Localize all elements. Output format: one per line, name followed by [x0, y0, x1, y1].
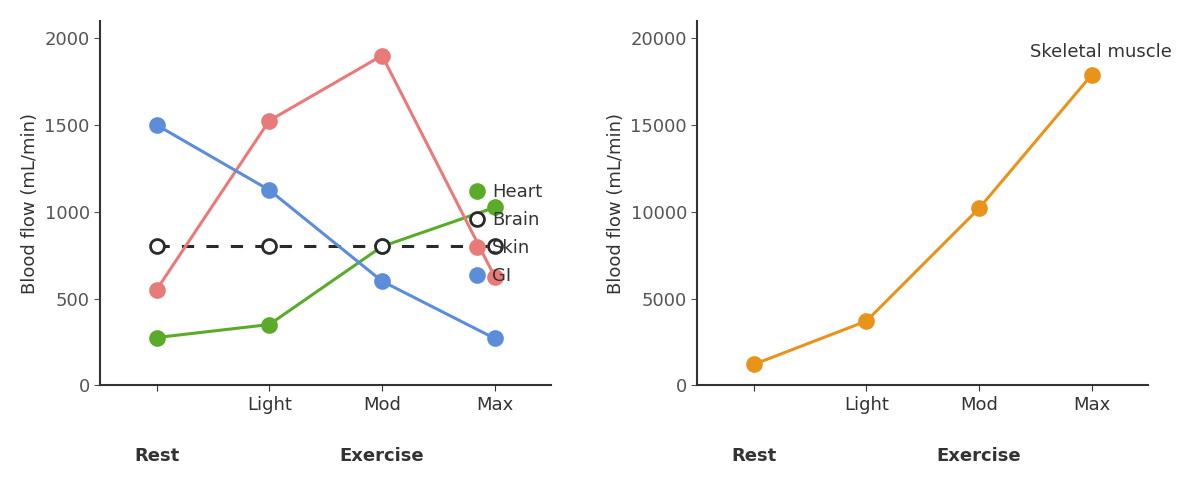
Skin [374, 53, 389, 59]
Y-axis label: Blood flow (mL/min): Blood flow (mL/min) [20, 113, 38, 294]
Heart [374, 244, 389, 249]
Line: GI: GI [150, 118, 502, 346]
Y-axis label: Blood flow (mL/min): Blood flow (mL/min) [607, 113, 625, 294]
Skin [149, 287, 163, 293]
Heart [487, 204, 502, 210]
Skeletal muscle [972, 205, 986, 211]
Skeletal muscle [746, 362, 761, 367]
Line: Heart: Heart [150, 201, 502, 345]
Skin [487, 274, 502, 280]
Text: Exercise: Exercise [340, 447, 425, 465]
Skeletal muscle [859, 318, 874, 324]
Text: Rest: Rest [134, 447, 179, 465]
Line: Skeletal muscle: Skeletal muscle [746, 68, 1099, 371]
Brain [487, 244, 502, 249]
Line: Brain: Brain [150, 240, 502, 253]
GI [374, 278, 389, 284]
Skin [262, 118, 276, 123]
Text: Rest: Rest [731, 447, 776, 465]
Brain [374, 244, 389, 249]
Heart [262, 322, 276, 327]
Legend: Heart, Brain, Skin, GI: Heart, Brain, Skin, GI [472, 183, 542, 285]
GI [149, 122, 163, 128]
Line: Skin: Skin [150, 49, 502, 297]
Heart [149, 335, 163, 341]
GI [487, 336, 502, 342]
Skeletal muscle [1085, 72, 1099, 78]
Brain [262, 244, 276, 249]
Brain [149, 244, 163, 249]
GI [262, 187, 276, 193]
Text: Exercise: Exercise [937, 447, 1021, 465]
Text: Skeletal muscle: Skeletal muscle [1030, 43, 1171, 61]
